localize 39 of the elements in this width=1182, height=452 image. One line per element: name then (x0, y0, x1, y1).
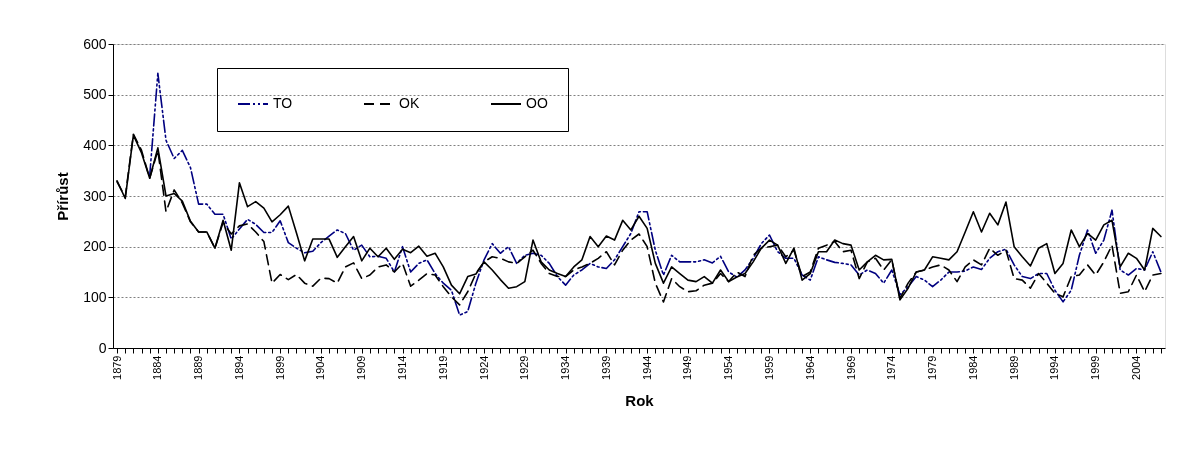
y-tick-label: 400 (83, 136, 107, 153)
y-tick-label: 500 (83, 86, 107, 103)
x-axis-title: Rok (625, 391, 655, 409)
legend-label: OK (399, 95, 420, 111)
y-axis-title: Přírůst (54, 172, 72, 221)
x-tick-label: 1894 (232, 355, 245, 380)
y-tick-label: 200 (83, 238, 107, 255)
x-tick-label: 1974 (885, 355, 898, 380)
x-tick-label: 1994 (1048, 355, 1061, 380)
x-tick-label: 1959 (762, 355, 775, 380)
x-tick-label: 1929 (518, 355, 531, 380)
y-tick-label: 600 (83, 35, 107, 52)
x-tick-label: 1934 (559, 355, 572, 380)
legend-label: OO (526, 95, 548, 111)
y-tick-label: 300 (83, 187, 107, 204)
x-tick-label: 1904 (314, 355, 327, 380)
y-tick-label: 100 (83, 288, 107, 305)
x-tick-label: 1939 (599, 355, 612, 380)
x-tick-label: 1914 (396, 355, 408, 380)
x-tick-label: 1999 (1089, 355, 1102, 380)
x-tick-label: 1919 (436, 355, 449, 380)
y-tick-label: 0 (98, 339, 107, 356)
line-series (148, 72, 1162, 316)
legend-label: TO (273, 95, 293, 111)
x-tick-label: 1954 (722, 355, 735, 380)
x-tick-label: 1979 (926, 355, 939, 380)
x-tick-label: 1949 (681, 355, 694, 380)
x-tick-label: 2004 (1129, 355, 1142, 380)
x-tick-label: 1989 (1007, 355, 1020, 380)
x-tick-label: 1984 (966, 355, 979, 380)
x-tick-label: 1909 (355, 355, 368, 380)
x-tick-label: 1964 (803, 355, 816, 380)
x-tick-label: 1889 (192, 355, 205, 380)
x-tick-label: 1969 (844, 355, 857, 380)
x-tick-label: 1924 (477, 355, 490, 380)
x-tick-label: 1884 (151, 355, 164, 380)
x-tick-label: 1944 (640, 355, 653, 380)
x-tick-label: 1899 (273, 355, 286, 380)
x-tick-label: 1879 (110, 355, 123, 380)
